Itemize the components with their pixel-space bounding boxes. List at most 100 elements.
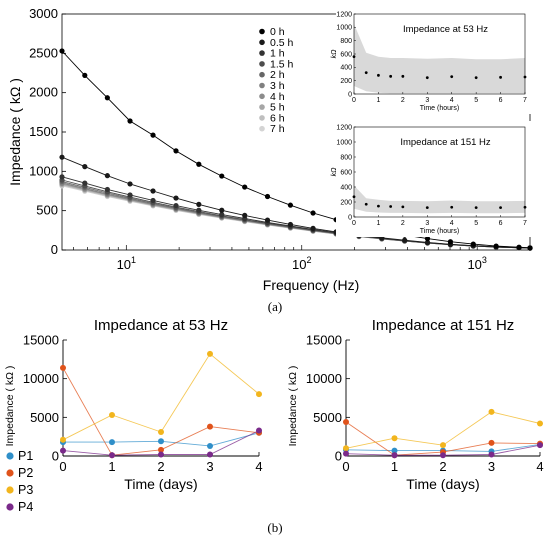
inset-y-axis-label: kΩ: [331, 167, 338, 177]
inset-background: [336, 121, 531, 237]
inset-y-tick-label: 600: [340, 169, 352, 176]
b-y-tick-label: 15000: [23, 333, 59, 348]
main-legend-marker: [259, 39, 265, 46]
main-data-point: [424, 239, 431, 246]
inset-x-tick-label: 6: [499, 97, 503, 104]
inset-y-tick-label: 200: [340, 199, 352, 206]
inset-x-tick-label: 0: [352, 97, 356, 104]
main-data-point: [447, 239, 454, 245]
main-legend-marker: [259, 82, 265, 89]
main-legend-marker: [259, 115, 265, 121]
main-y-tick-label: 2000: [29, 85, 58, 100]
inset-x-tick-label: 4: [450, 220, 454, 227]
inset-y-tick-label: 800: [340, 154, 352, 161]
inset-data-point: [523, 75, 527, 79]
main-data-point: [287, 202, 294, 208]
inset-data-point: [389, 74, 393, 78]
main-data-point: [310, 210, 316, 216]
main-data-point: [59, 154, 65, 160]
b-data-point: [488, 408, 495, 415]
main-legend-marker: [259, 71, 265, 78]
main-data-point: [82, 180, 88, 186]
inset-data-point: [499, 75, 502, 79]
main-data-point: [59, 48, 65, 54]
main-data-point: [104, 173, 110, 179]
inset-data-point: [364, 202, 368, 206]
inset-x-tick-label: 4: [450, 97, 454, 104]
main-data-point: [219, 212, 225, 218]
main-data-point: [264, 193, 271, 200]
main-data-point: [59, 174, 65, 180]
b-y-tick-label: 10000: [23, 371, 59, 386]
main-y-tick-label: 3000: [29, 6, 58, 21]
b-data-point: [207, 451, 213, 458]
b-y-tick-label: 5000: [30, 410, 59, 425]
main-legend-marker: [259, 104, 265, 110]
inset-data-point: [352, 55, 356, 59]
inset-x-tick-label: 2: [401, 97, 405, 104]
b-x-tick-label: 4: [536, 459, 543, 474]
b-data-point: [488, 451, 495, 458]
b-x-axis-label: Time (days): [124, 476, 197, 492]
main-y-tick-label: 0: [51, 242, 58, 257]
caption-b: (b): [267, 520, 282, 535]
main-data-point: [104, 186, 110, 193]
inset-x-axis-label: Time (hours): [420, 105, 459, 112]
b-legend-label: P2: [18, 466, 33, 480]
main-data-point: [242, 212, 248, 218]
main-data-point: [402, 237, 408, 243]
b-data-point: [158, 446, 164, 453]
inset-x-tick-label: 5: [474, 97, 478, 104]
b-legend-marker: [6, 452, 14, 460]
inset-data-point: [425, 76, 429, 80]
main-legend-label: 0 h: [270, 26, 285, 38]
b-x-tick-label: 4: [255, 459, 262, 474]
b-data-point: [537, 442, 543, 449]
inset-y-tick-label: 1000: [336, 25, 352, 32]
b-y-tick-label: 10000: [306, 371, 342, 386]
inset-data-point: [474, 76, 478, 80]
main-legend-label: 6 h: [270, 112, 285, 124]
b-data-point: [158, 451, 164, 458]
inset-y-tick-label: 600: [340, 51, 352, 58]
inset-data-point: [450, 75, 454, 79]
main-data-point: [310, 225, 316, 231]
b-legend-label: P4: [18, 500, 33, 514]
b-chart-title: Impedance at 53 Hz: [94, 317, 228, 334]
inset-confidence-band: [354, 185, 525, 214]
inset-data-point: [364, 71, 368, 75]
main-data-point: [516, 244, 522, 250]
b-legend-marker: [6, 469, 14, 477]
main-legend-label: 3 h: [270, 80, 285, 92]
main-legend-label: 1.5 h: [270, 58, 294, 70]
inset-y-tick-label: 400: [340, 184, 352, 191]
b-data-point: [256, 391, 262, 398]
main-series-line: [61, 50, 531, 249]
main-data-point: [196, 207, 202, 213]
inset-data-point: [389, 205, 393, 208]
main-legend-marker: [259, 125, 265, 132]
b-data-point: [440, 442, 446, 449]
inset-x-tick-label: 0: [352, 220, 356, 227]
main-legend-marker: [259, 28, 265, 35]
inset-x-tick-label: 5: [474, 220, 478, 227]
inset-y-tick-label: 0: [348, 214, 352, 221]
inset-data-point: [499, 206, 502, 210]
main-x-tick-label: 102: [292, 255, 311, 272]
inset-y-tick-label: 1000: [336, 139, 352, 146]
b-legend-marker: [6, 486, 14, 494]
inset-x-tick-label: 1: [376, 97, 380, 104]
main-data-point: [82, 72, 88, 78]
main-legend-marker: [259, 61, 265, 67]
inset-y-tick-label: 1200: [336, 11, 352, 18]
main-y-axis-label: Impedance ( kΩ ): [7, 78, 23, 186]
b-data-point: [109, 412, 115, 419]
inset-x-tick-label: 7: [523, 220, 527, 227]
main-legend-label: 2 h: [270, 69, 285, 81]
inset-x-tick-label: 1: [376, 220, 380, 227]
b-x-axis-label: Time (days): [406, 476, 479, 492]
b-legend-marker: [6, 503, 14, 511]
main-data-point: [173, 195, 179, 201]
main-data-point: [264, 217, 271, 223]
b-data-point: [60, 447, 66, 454]
